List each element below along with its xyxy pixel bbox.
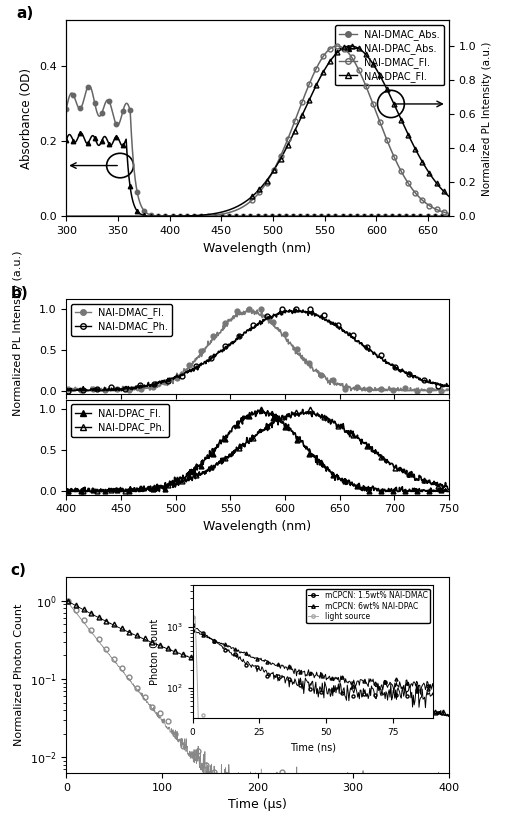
- X-axis label: Time (μs): Time (μs): [228, 798, 287, 811]
- Text: a): a): [17, 7, 34, 21]
- Text: Normalized PL Intensity (a.u.): Normalized PL Intensity (a.u.): [13, 251, 23, 416]
- Y-axis label: Normalized PL Intensity (a.u.): Normalized PL Intensity (a.u.): [481, 41, 491, 196]
- Legend: NAI-DMAC_Abs., NAI-DPAC_Abs., NAI-DMAC_Fl., NAI-DPAC_Fl.: NAI-DMAC_Abs., NAI-DPAC_Abs., NAI-DMAC_F…: [334, 25, 443, 85]
- Text: c): c): [11, 563, 26, 578]
- Legend: NAI-DPAC_Fl., NAI-DPAC_Ph.: NAI-DPAC_Fl., NAI-DPAC_Ph.: [71, 404, 168, 437]
- Y-axis label: Absorbance (OD): Absorbance (OD): [20, 68, 33, 169]
- Text: b): b): [11, 285, 29, 301]
- X-axis label: Wavelength (nm): Wavelength (nm): [203, 520, 311, 533]
- X-axis label: Wavelength (nm): Wavelength (nm): [203, 241, 311, 254]
- Y-axis label: Normalized Photon Count: Normalized Photon Count: [14, 604, 24, 746]
- Legend: NAI-DMAC_Fl., NAI-DMAC_Ph.: NAI-DMAC_Fl., NAI-DMAC_Ph.: [71, 303, 172, 336]
